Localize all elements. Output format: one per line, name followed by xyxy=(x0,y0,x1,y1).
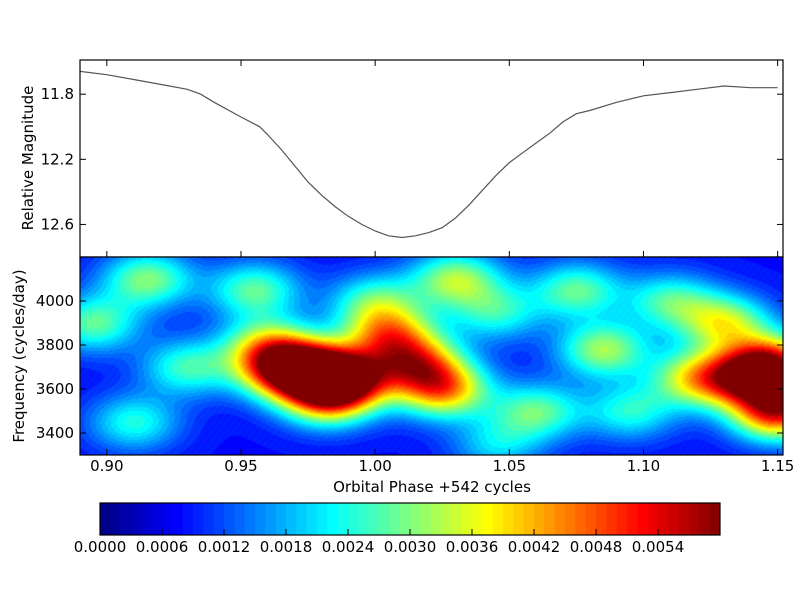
spectrogram-y-tick-label: 3400 xyxy=(36,424,74,442)
colorbar-cell xyxy=(110,503,122,535)
colorbar-cell xyxy=(430,503,442,535)
colorbar-cell xyxy=(327,503,339,535)
colorbar-cell xyxy=(358,503,370,535)
colorbar-cell xyxy=(523,503,535,535)
colorbar-cell xyxy=(441,503,452,535)
light-curve-y-tick-label: 12.2 xyxy=(41,150,74,168)
colorbar-cell xyxy=(265,503,277,535)
colorbar-cell xyxy=(637,503,649,535)
spectrogram-x-tick-label: 1.10 xyxy=(627,457,660,475)
colorbar-cell xyxy=(389,503,401,535)
colorbar-cell xyxy=(544,503,556,535)
spectrogram-x-tick-label: 1.15 xyxy=(761,457,794,475)
colorbar-tick-label: 0.0012 xyxy=(198,538,251,556)
light-curve-panel: 11.8 12.2 12.6 Relative Magnitude xyxy=(19,59,784,258)
colorbar-cell xyxy=(399,503,411,535)
colorbar-tick-label: 0.0042 xyxy=(508,538,561,556)
colorbar: 0.0000 0.0006 0.0012 0.0018 0.0024 0.0030 0.00… xyxy=(74,502,721,556)
colorbar-cell xyxy=(565,503,576,535)
spectrogram-y-tick-label: 3600 xyxy=(36,380,74,398)
colorbar-cell xyxy=(647,503,659,535)
colorbar-cell xyxy=(337,503,349,535)
light-curve-y-tick-label: 11.8 xyxy=(41,85,74,103)
colorbar-cell xyxy=(234,503,246,535)
colorbar-cell xyxy=(275,503,287,535)
colorbar-cell xyxy=(368,503,380,535)
colorbar-cell xyxy=(296,503,308,535)
colorbar-cell xyxy=(420,503,432,535)
light-curve-y-axis-label: Relative Magnitude xyxy=(19,86,37,231)
colorbar-ticks: 0.0000 0.0006 0.0012 0.0018 0.0024 0.0030 0.00… xyxy=(74,529,685,556)
colorbar-cell xyxy=(554,503,566,535)
colorbar-tick-label: 0.0000 xyxy=(74,538,127,556)
colorbar-cell xyxy=(709,503,721,535)
light-curve-y-tick-label: 12.6 xyxy=(41,215,74,233)
spectrogram-y-ticks: 3400 3600 3800 4000 xyxy=(36,292,783,442)
colorbar-cell xyxy=(131,503,142,535)
colorbar-cell xyxy=(244,503,256,535)
colorbar-cell xyxy=(575,503,587,535)
colorbar-cell xyxy=(151,503,163,535)
colorbar-tick-label: 0.0048 xyxy=(570,538,623,556)
colorbar-cell xyxy=(306,503,318,535)
colorbar-cell xyxy=(699,503,711,535)
light-curve-y-ticks: 11.8 12.2 12.6 xyxy=(41,85,783,233)
spectrogram-x-tick-label: 1.05 xyxy=(493,457,526,475)
colorbar-tick-label: 0.0054 xyxy=(632,538,685,556)
colorbar-cells xyxy=(100,503,721,535)
colorbar-cell xyxy=(182,503,194,535)
colorbar-cell xyxy=(162,503,173,535)
colorbar-cell xyxy=(627,503,638,535)
colorbar-cell xyxy=(482,503,494,535)
colorbar-cell xyxy=(255,503,266,535)
colorbar-cell xyxy=(100,503,111,535)
colorbar-cell xyxy=(348,503,359,535)
colorbar-cell xyxy=(317,503,328,535)
colorbar-cell xyxy=(596,503,607,535)
colorbar-cell xyxy=(616,503,628,535)
colorbar-cell xyxy=(513,503,525,535)
spectrogram-x-ticks: 0.90 0.95 1.00 1.05 1.10 1.15 xyxy=(90,60,794,475)
spectrogram-y-tick-label: 3800 xyxy=(36,336,74,354)
colorbar-cell xyxy=(213,503,225,535)
spectrogram-panel: 3400 3600 3800 4000 0.90 0.95 1.00 1.05 1.10 1.1… xyxy=(10,60,794,496)
spectrogram-x-axis-label: Orbital Phase +542 cycles xyxy=(333,478,531,496)
colorbar-cell xyxy=(141,503,153,535)
colorbar-cell xyxy=(503,503,514,535)
colorbar-cell xyxy=(461,503,473,535)
colorbar-cell xyxy=(678,503,690,535)
spectrogram-y-tick-label: 4000 xyxy=(36,292,74,310)
colorbar-cell xyxy=(534,503,545,535)
colorbar-cell xyxy=(585,503,597,535)
colorbar-cell xyxy=(120,503,132,535)
spectrogram-x-tick-label: 1.00 xyxy=(358,457,391,475)
light-curve-series-line xyxy=(80,70,778,239)
colorbar-cell xyxy=(172,503,184,535)
colorbar-tick-label: 0.0030 xyxy=(384,538,437,556)
colorbar-tick-label: 0.0036 xyxy=(446,538,499,556)
colorbar-cell xyxy=(286,503,297,535)
spectrogram-x-tick-label: 0.95 xyxy=(224,457,257,475)
colorbar-cell xyxy=(451,503,463,535)
colorbar-cell xyxy=(193,503,204,535)
colorbar-tick-label: 0.0006 xyxy=(136,538,189,556)
colorbar-cell xyxy=(410,503,421,535)
colorbar-cell xyxy=(658,503,669,535)
spectrogram-image xyxy=(80,257,783,455)
colorbar-cell xyxy=(203,503,215,535)
colorbar-cell xyxy=(492,503,504,535)
colorbar-cell xyxy=(472,503,483,535)
colorbar-cell xyxy=(606,503,618,535)
colorbar-cell xyxy=(224,503,235,535)
spectrogram-frame xyxy=(79,256,784,456)
colorbar-cell xyxy=(379,503,390,535)
spectrogram-x-tick-label: 0.90 xyxy=(90,457,123,475)
spectrogram-y-axis-label: Frequency (cycles/day) xyxy=(10,269,28,442)
colorbar-cell xyxy=(668,503,680,535)
colorbar-tick-label: 0.0018 xyxy=(260,538,313,556)
colorbar-tick-label: 0.0024 xyxy=(322,538,375,556)
colorbar-cell xyxy=(689,503,700,535)
